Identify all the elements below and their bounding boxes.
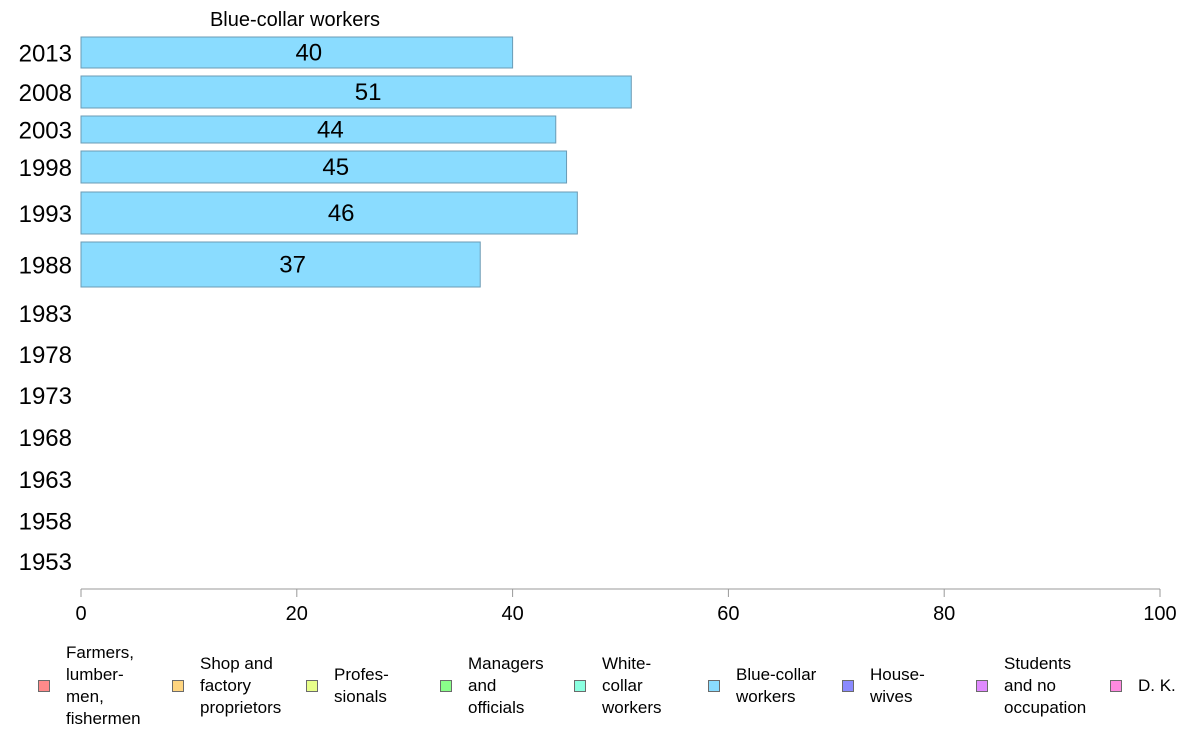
legend-label: Shop and factory proprietors [200, 654, 282, 717]
y-tick-label: 2008 [19, 80, 72, 107]
legend-swatch [172, 680, 184, 692]
legend-label: Profes- sionals [334, 665, 389, 706]
legend-swatch [574, 680, 586, 692]
legend-item: D. K. [1110, 646, 1176, 726]
y-tick-label: 1998 [19, 155, 72, 182]
x-axis: 0 20 40 60 80 100 [75, 588, 1177, 625]
x-tick-label: 100 [1143, 603, 1176, 625]
legend-item: Farmers, lumber- men, fishermen [38, 643, 141, 728]
legend-item: Students and no occupation [976, 646, 1086, 726]
y-tick-label: 1963 [19, 467, 72, 494]
bar-value-label: 46 [328, 200, 355, 227]
legend-label: House- wives [870, 665, 925, 706]
y-tick-label: 1983 [19, 301, 72, 328]
x-tick-label: 40 [501, 603, 523, 625]
bar-value-label: 37 [279, 252, 306, 279]
bar-value-label: 51 [355, 79, 382, 106]
legend-label: Blue-collar workers [736, 665, 817, 706]
legend-swatch [708, 680, 720, 692]
legend-swatch [440, 680, 452, 692]
y-tick-label: 2013 [19, 41, 72, 68]
bar [80, 191, 578, 235]
bar [80, 241, 481, 288]
legend-swatch [38, 680, 50, 692]
legend-label: Students and no occupation [1004, 654, 1087, 717]
legend-item: Managers and officials [440, 646, 544, 726]
legend-label: White- collar workers [602, 654, 662, 717]
x-tick-label: 0 [75, 603, 86, 625]
bar [80, 150, 568, 184]
x-tick-label: 60 [717, 603, 739, 625]
legend-item: Profes- sionals [306, 646, 389, 726]
x-tick-label: 20 [286, 603, 308, 625]
chart-title: Blue-collar workers [210, 9, 380, 31]
y-tick-label: 2003 [19, 118, 72, 145]
y-tick-label: 1958 [19, 509, 72, 536]
legend: Farmers, lumber- men, fishermen Shop and … [0, 643, 1188, 728]
bar-value-label: 45 [322, 154, 349, 181]
legend-swatch [1110, 680, 1122, 692]
legend-swatch [842, 680, 854, 692]
bar-value-label: 44 [317, 117, 344, 144]
legend-swatch [306, 680, 318, 692]
legend-item: Shop and factory proprietors [172, 646, 281, 726]
bar [80, 75, 632, 109]
y-tick-label: 1953 [19, 549, 72, 576]
y-tick-label: 1993 [19, 201, 72, 228]
bars-group: 40 51 44 45 46 37 [80, 36, 632, 288]
legend-item: House- wives [842, 646, 925, 726]
y-tick-label: 1978 [19, 342, 72, 369]
legend-label: D. K. [1138, 676, 1176, 695]
bar [80, 115, 557, 144]
x-tick-label: 80 [933, 603, 955, 625]
y-tick-label: 1968 [19, 425, 72, 452]
y-tick-label: 1988 [19, 253, 72, 280]
y-axis-labels: 2013 2008 2003 1998 1993 1988 1983 1978 1973 1968… [19, 41, 72, 577]
legend-swatch [976, 680, 988, 692]
y-tick-label: 1973 [19, 383, 72, 410]
bar-value-label: 40 [295, 40, 322, 67]
legend-label: Farmers, lumber- men, fishermen [66, 643, 141, 728]
legend-item: Blue-collar workers [708, 646, 816, 726]
legend-label: Managers and officials [468, 654, 544, 717]
bar [80, 36, 514, 69]
legend-item: White- collar workers [574, 646, 662, 726]
